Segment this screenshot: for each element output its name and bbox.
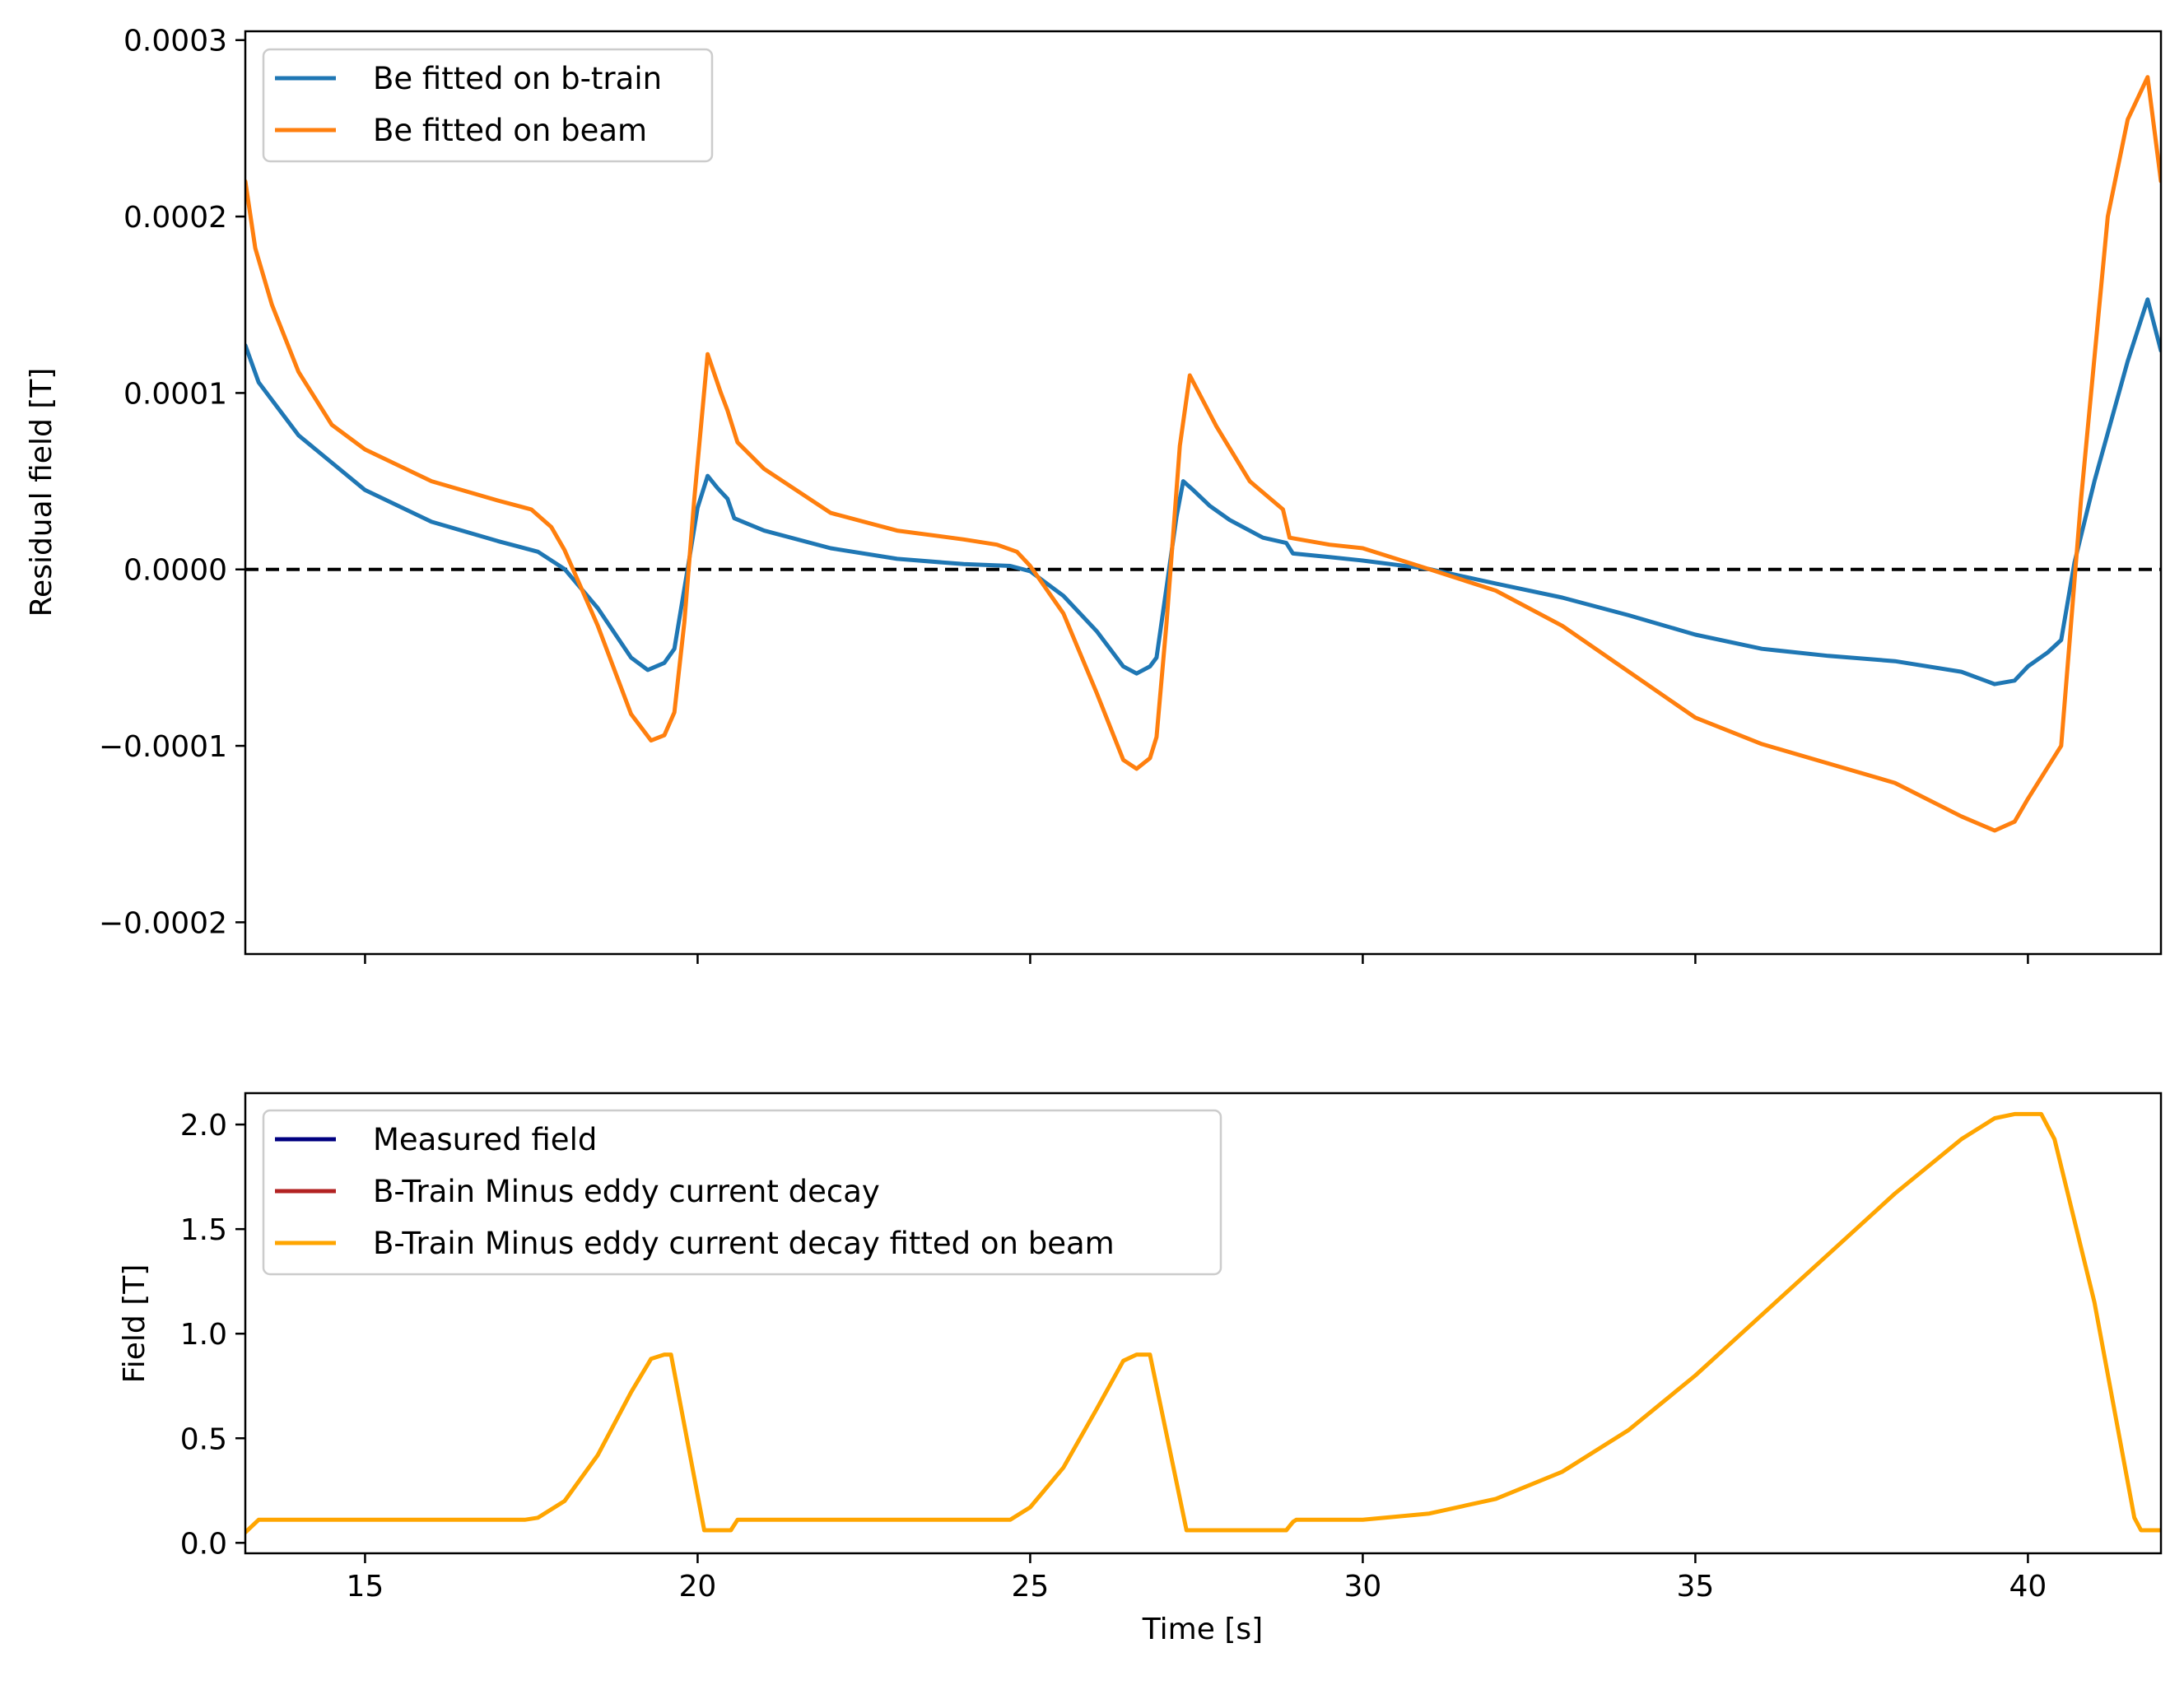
field-xtick-label: 35 bbox=[1677, 1570, 1715, 1604]
residual-axis-ticks: −0.0002 −0.0001 0.0000 0.0001 0.0002 0.0003 bbox=[99, 25, 2029, 964]
field-plot-area bbox=[245, 1111, 2161, 1535]
residual-series-line-1 bbox=[245, 75, 2161, 833]
legend-label-be-btrain: Be fitted on b-train bbox=[373, 61, 662, 96]
time-xlabel: Time [s] bbox=[1142, 1613, 1263, 1646]
field-ylabel: Field [T] bbox=[118, 1264, 151, 1384]
field-legend-box bbox=[262, 1109, 1222, 1276]
residual-ytick-label: 0.0000 bbox=[123, 554, 227, 588]
residual-series-line-0 bbox=[245, 297, 2161, 687]
residual-legend-box bbox=[262, 48, 714, 163]
field-panel: 15 20 25 30 35 40 0.0 0.5 1.0 1.5 2.0 Field [T] Ti… bbox=[118, 1092, 2163, 1646]
residual-plot-area bbox=[245, 75, 2161, 833]
residual-ytick-label: 0.0003 bbox=[123, 25, 227, 58]
field-series-line-2 bbox=[245, 1111, 2161, 1535]
field-xtick-label: 20 bbox=[679, 1570, 717, 1604]
residual-axes-frame bbox=[244, 30, 2163, 956]
residual-ytick-label: −0.0002 bbox=[99, 906, 227, 940]
legend-label-measured-field: Measured field bbox=[373, 1122, 597, 1157]
field-xtick-label: 15 bbox=[347, 1570, 384, 1604]
residual-ylabel: Residual field [T] bbox=[25, 368, 58, 617]
field-xtick-label: 40 bbox=[2009, 1570, 2047, 1604]
field-legend: Measured field B-Train Minus eddy curren… bbox=[262, 1109, 1222, 1276]
residual-ytick-label: −0.0001 bbox=[99, 730, 227, 764]
residual-legend: Be fitted on b-train Be fitted on beam bbox=[262, 48, 714, 163]
field-ytick-label: 1.5 bbox=[180, 1213, 227, 1247]
residual-ytick-label: 0.0002 bbox=[123, 201, 227, 235]
residual-field-panel: −0.0002 −0.0001 0.0000 0.0001 0.0002 0.0003 R… bbox=[25, 25, 2163, 964]
residual-ytick-label: 0.0001 bbox=[123, 377, 227, 411]
legend-label-be-beam: Be fitted on beam bbox=[373, 113, 647, 148]
field-xtick-label: 25 bbox=[1012, 1570, 1050, 1604]
field-axes-frame bbox=[244, 1092, 2163, 1555]
legend-label-btrain-minus-eddy-beam: B-Train Minus eddy current decay fitted … bbox=[373, 1226, 1115, 1261]
legend-label-btrain-minus-eddy: B-Train Minus eddy current decay bbox=[373, 1174, 880, 1209]
field-ytick-label: 1.0 bbox=[180, 1318, 227, 1352]
field-ytick-label: 0.5 bbox=[180, 1422, 227, 1456]
field-ytick-label: 0.0 bbox=[180, 1527, 227, 1561]
field-ytick-label: 2.0 bbox=[180, 1109, 227, 1143]
field-xtick-label: 30 bbox=[1344, 1570, 1382, 1604]
field-axis-ticks: 15 20 25 30 35 40 0.0 0.5 1.0 1.5 2.0 bbox=[180, 1109, 2047, 1604]
